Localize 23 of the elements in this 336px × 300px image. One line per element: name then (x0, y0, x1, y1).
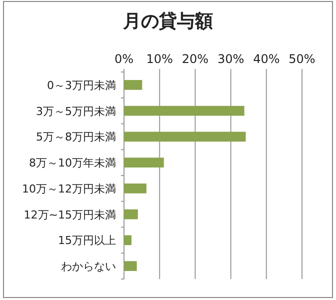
bar (124, 132, 246, 142)
bar (124, 235, 132, 246)
x-tick-label: 40% (253, 52, 280, 66)
x-tick-label: 50% (288, 52, 316, 66)
bar (124, 209, 138, 220)
bar (124, 158, 164, 168)
x-tick-label: 10% (146, 52, 173, 66)
y-tick-label: 5万～8万円未満 (36, 130, 116, 144)
x-tick-label: 30% (217, 52, 244, 66)
bar (124, 184, 146, 194)
y-tick-label: 10万～12万円未満 (22, 182, 116, 196)
y-tick-label: わからない (61, 260, 116, 274)
y-tick-label: 3万～5万円未満 (36, 104, 116, 118)
bar (124, 80, 142, 90)
y-tick-label: 15万円以上 (58, 234, 116, 248)
x-tick-label: 20% (182, 52, 209, 66)
y-tick-label: 8万～10万年未満 (29, 156, 116, 170)
y-tick-label: 0～3万円未満 (47, 78, 116, 92)
chart-title: 月の貸与額 (122, 11, 213, 32)
bar (124, 106, 244, 116)
x-tick-label: 0% (114, 52, 134, 66)
y-tick-label: 12万~15万円未満 (24, 208, 116, 222)
bar (124, 261, 137, 271)
